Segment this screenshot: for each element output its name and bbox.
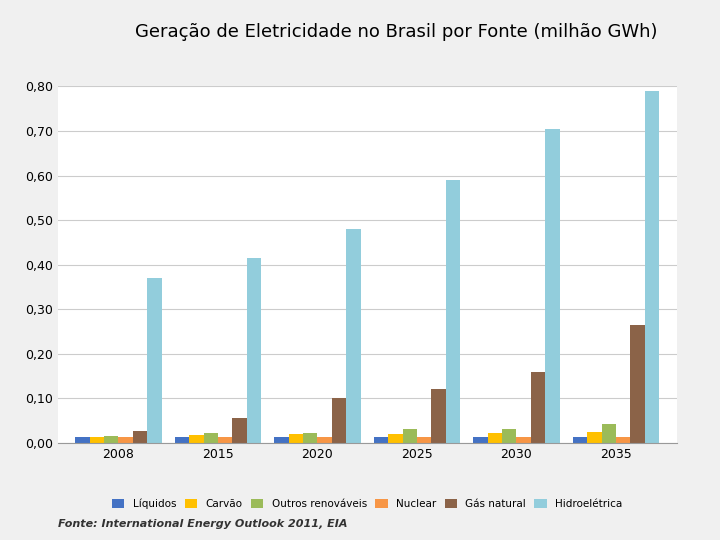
Bar bbox=[487, 433, 502, 443]
Bar bbox=[189, 435, 204, 443]
Bar bbox=[631, 325, 644, 443]
Text: Fonte: International Energy Outlook 2011, EIA: Fonte: International Energy Outlook 2011… bbox=[58, 519, 347, 529]
Bar bbox=[247, 258, 261, 443]
Bar bbox=[346, 229, 361, 443]
Bar bbox=[118, 437, 132, 443]
Bar bbox=[218, 437, 233, 443]
Bar bbox=[303, 433, 318, 443]
Bar bbox=[289, 434, 303, 443]
Bar bbox=[588, 431, 602, 443]
Bar bbox=[388, 434, 402, 443]
Bar bbox=[531, 372, 545, 443]
Bar bbox=[147, 278, 161, 443]
Bar bbox=[274, 437, 289, 443]
Bar bbox=[76, 437, 90, 443]
Bar bbox=[573, 437, 588, 443]
Bar bbox=[233, 418, 247, 443]
Legend: Líquidos, Carvão, Outros renováveis, Nuclear, Gás natural, Hidroelétrica: Líquidos, Carvão, Outros renováveis, Nuc… bbox=[108, 494, 626, 513]
Text: Geração de Eletricidade no Brasil por Fonte (milhão GWh): Geração de Eletricidade no Brasil por Fo… bbox=[135, 23, 657, 42]
Bar bbox=[545, 129, 559, 443]
Bar bbox=[318, 437, 332, 443]
Bar bbox=[204, 433, 218, 443]
Bar bbox=[175, 437, 189, 443]
Bar bbox=[90, 437, 104, 443]
Bar bbox=[374, 437, 388, 443]
Bar bbox=[132, 431, 147, 443]
Bar bbox=[516, 437, 531, 443]
Bar bbox=[417, 437, 431, 443]
Bar bbox=[502, 429, 516, 443]
Bar bbox=[446, 180, 460, 443]
Bar bbox=[431, 389, 446, 443]
Bar bbox=[402, 429, 417, 443]
Bar bbox=[332, 399, 346, 443]
Bar bbox=[104, 436, 118, 443]
Bar bbox=[616, 437, 631, 443]
Bar bbox=[644, 91, 659, 443]
Bar bbox=[602, 424, 616, 443]
Bar bbox=[473, 437, 487, 443]
